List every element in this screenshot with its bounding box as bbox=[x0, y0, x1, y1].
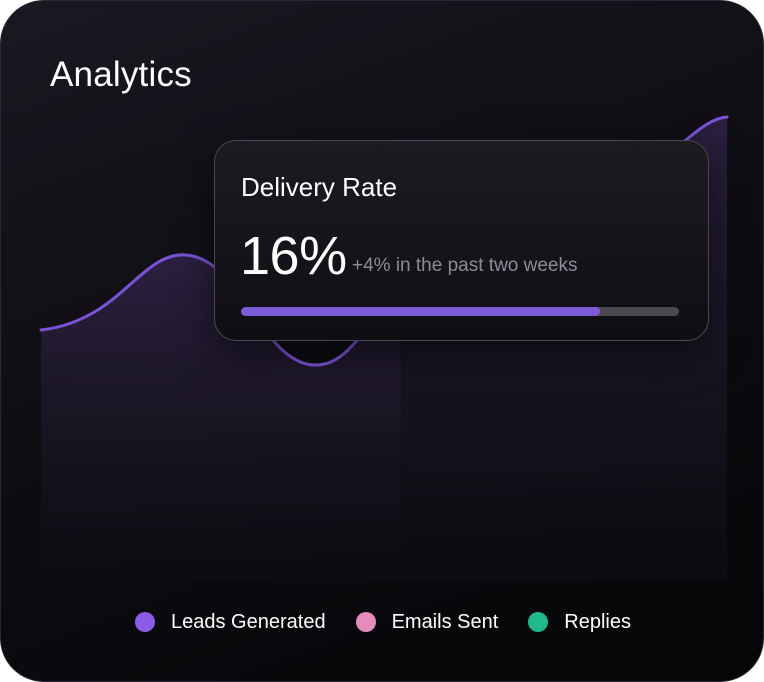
delivery-rate-tooltip: Delivery Rate 16% +4% in the past two we… bbox=[214, 140, 709, 341]
chart-area-fill bbox=[41, 254, 401, 581]
delivery-progress-fill bbox=[241, 307, 601, 316]
legend-dot-icon bbox=[355, 612, 376, 632]
tooltip-title: Delivery Rate bbox=[241, 172, 398, 202]
delivery-progress-track bbox=[241, 307, 679, 316]
legend-label: Leads Generated bbox=[171, 610, 326, 633]
legend-label: Emails Sent bbox=[391, 610, 499, 633]
legend-item-leads-generated[interactable]: Leads Generated bbox=[135, 611, 326, 634]
legend-item-replies[interactable]: Replies bbox=[528, 611, 631, 634]
legend-dot-icon bbox=[135, 612, 155, 632]
delivery-rate-change: +4% in the past two weeks bbox=[352, 255, 578, 276]
legend-item-emails-sent[interactable]: Emails Sent bbox=[355, 610, 499, 634]
legend-dot-icon bbox=[528, 612, 549, 632]
legend-label: Replies bbox=[564, 610, 631, 633]
page-title: Analytics bbox=[50, 55, 192, 94]
delivery-rate-value: 16% bbox=[240, 226, 347, 286]
chart-legend: Leads Generated Emails Sent Replies bbox=[1, 607, 763, 637]
